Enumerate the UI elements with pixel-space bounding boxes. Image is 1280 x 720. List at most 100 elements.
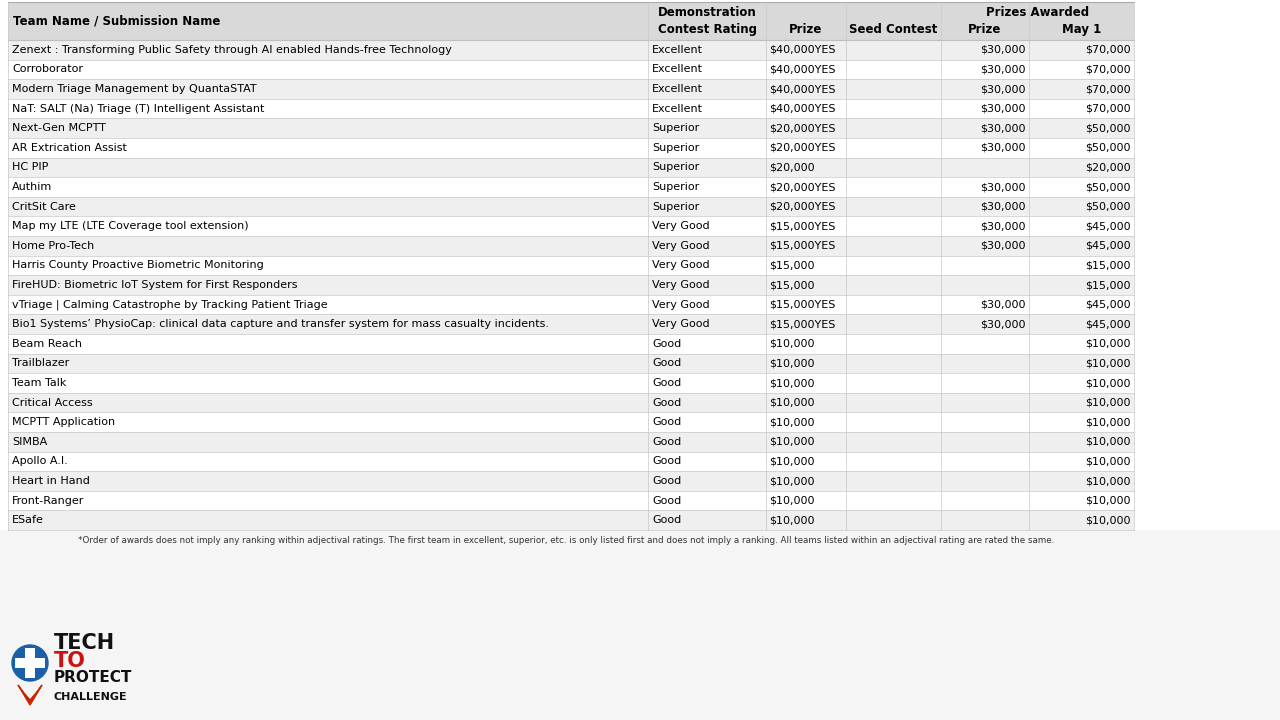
Text: $20,000YES: $20,000YES: [769, 182, 836, 192]
Text: $10,000: $10,000: [1085, 456, 1132, 467]
Text: Good: Good: [652, 516, 681, 525]
Text: $40,000YES: $40,000YES: [769, 45, 836, 55]
Text: $30,000: $30,000: [980, 240, 1027, 251]
Text: SIMBA: SIMBA: [12, 437, 47, 447]
Text: MCPTT Application: MCPTT Application: [12, 417, 115, 427]
Text: Superior: Superior: [652, 182, 699, 192]
Text: $45,000: $45,000: [1085, 240, 1132, 251]
Text: $50,000: $50,000: [1085, 182, 1132, 192]
Text: $10,000: $10,000: [1085, 339, 1132, 348]
Bar: [8, 491, 1134, 510]
Text: Team Talk: Team Talk: [12, 378, 67, 388]
Text: $10,000: $10,000: [769, 516, 814, 525]
Text: HC PIP: HC PIP: [12, 163, 49, 172]
Text: $50,000: $50,000: [1085, 123, 1132, 133]
Bar: [8, 294, 1134, 315]
Polygon shape: [18, 685, 42, 705]
Bar: [8, 2, 1134, 40]
Bar: [8, 373, 1134, 393]
Text: $15,000: $15,000: [1085, 261, 1132, 271]
Text: $10,000: $10,000: [1085, 495, 1132, 505]
Text: $45,000: $45,000: [1085, 319, 1132, 329]
Text: $10,000: $10,000: [769, 359, 814, 369]
Bar: [8, 79, 1134, 99]
Text: Good: Good: [652, 397, 681, 408]
FancyBboxPatch shape: [26, 648, 35, 678]
Text: $20,000: $20,000: [769, 163, 814, 172]
Text: Prizes Awarded: Prizes Awarded: [986, 6, 1089, 19]
Text: Excellent: Excellent: [652, 104, 703, 114]
Text: FireHUD: Biometric IoT System for First Responders: FireHUD: Biometric IoT System for First …: [12, 280, 297, 290]
Text: Excellent: Excellent: [652, 64, 703, 74]
Text: $10,000: $10,000: [769, 437, 814, 447]
Text: Superior: Superior: [652, 163, 699, 172]
Text: CritSit Care: CritSit Care: [12, 202, 76, 212]
Bar: [0, 530, 1280, 720]
Text: Front-Ranger: Front-Ranger: [12, 495, 84, 505]
Text: $30,000: $30,000: [980, 202, 1027, 212]
Text: $15,000YES: $15,000YES: [769, 319, 836, 329]
Bar: [8, 256, 1134, 275]
Text: Prize: Prize: [968, 23, 1002, 36]
Bar: [8, 60, 1134, 79]
Text: Very Good: Very Good: [652, 221, 709, 231]
Text: $70,000: $70,000: [1085, 64, 1132, 74]
Bar: [8, 315, 1134, 334]
Text: TO: TO: [54, 651, 86, 671]
Text: $10,000: $10,000: [769, 378, 814, 388]
Text: $10,000: $10,000: [1085, 476, 1132, 486]
Text: $10,000: $10,000: [769, 339, 814, 348]
Text: Good: Good: [652, 378, 681, 388]
Text: $40,000YES: $40,000YES: [769, 104, 836, 114]
Text: Demonstration: Demonstration: [658, 6, 756, 19]
Text: Good: Good: [652, 456, 681, 467]
Text: Zenext : Transforming Public Safety through AI enabled Hands-free Technology: Zenext : Transforming Public Safety thro…: [12, 45, 452, 55]
Text: vTriage | Calming Catastrophe by Tracking Patient Triage: vTriage | Calming Catastrophe by Trackin…: [12, 300, 328, 310]
Text: Next-Gen MCPTT: Next-Gen MCPTT: [12, 123, 106, 133]
Text: $15,000YES: $15,000YES: [769, 221, 836, 231]
Text: Bio1 Systems’ PhysioCap: clinical data capture and transfer system for mass casu: Bio1 Systems’ PhysioCap: clinical data c…: [12, 319, 549, 329]
Text: $70,000: $70,000: [1085, 45, 1132, 55]
Text: $10,000: $10,000: [1085, 378, 1132, 388]
Bar: [8, 451, 1134, 471]
Text: Good: Good: [652, 359, 681, 369]
Text: CHALLENGE: CHALLENGE: [54, 692, 128, 702]
Text: $70,000: $70,000: [1085, 84, 1132, 94]
Text: Very Good: Very Good: [652, 261, 709, 271]
Text: $20,000YES: $20,000YES: [769, 143, 836, 153]
Text: AR Extrication Assist: AR Extrication Assist: [12, 143, 127, 153]
Bar: [8, 40, 1134, 60]
Text: Good: Good: [652, 437, 681, 447]
Bar: [8, 413, 1134, 432]
Text: Map my LTE (LTE Coverage tool extension): Map my LTE (LTE Coverage tool extension): [12, 221, 248, 231]
Bar: [8, 393, 1134, 413]
Bar: [8, 275, 1134, 294]
Text: $30,000: $30,000: [980, 104, 1027, 114]
Text: $30,000: $30,000: [980, 143, 1027, 153]
Text: Good: Good: [652, 339, 681, 348]
Text: $10,000: $10,000: [1085, 516, 1132, 525]
Text: $70,000: $70,000: [1085, 104, 1132, 114]
Text: Trailblazer: Trailblazer: [12, 359, 69, 369]
Text: $40,000YES: $40,000YES: [769, 64, 836, 74]
Text: Contest Rating: Contest Rating: [658, 23, 756, 36]
Text: Superior: Superior: [652, 143, 699, 153]
Text: $10,000: $10,000: [769, 397, 814, 408]
Text: Excellent: Excellent: [652, 84, 703, 94]
Text: Critical Access: Critical Access: [12, 397, 92, 408]
Text: Very Good: Very Good: [652, 300, 709, 310]
Text: $50,000: $50,000: [1085, 143, 1132, 153]
Text: Corroborator: Corroborator: [12, 64, 83, 74]
Text: $30,000: $30,000: [980, 84, 1027, 94]
Text: $30,000: $30,000: [980, 221, 1027, 231]
Text: $40,000YES: $40,000YES: [769, 84, 836, 94]
Text: Very Good: Very Good: [652, 240, 709, 251]
Text: $10,000: $10,000: [769, 495, 814, 505]
Text: $45,000: $45,000: [1085, 300, 1132, 310]
Text: Superior: Superior: [652, 123, 699, 133]
Bar: [8, 197, 1134, 217]
Text: Team Name / Submission Name: Team Name / Submission Name: [13, 14, 220, 27]
Text: Home Pro-Tech: Home Pro-Tech: [12, 240, 95, 251]
Text: ESafe: ESafe: [12, 516, 44, 525]
Text: $10,000: $10,000: [1085, 417, 1132, 427]
